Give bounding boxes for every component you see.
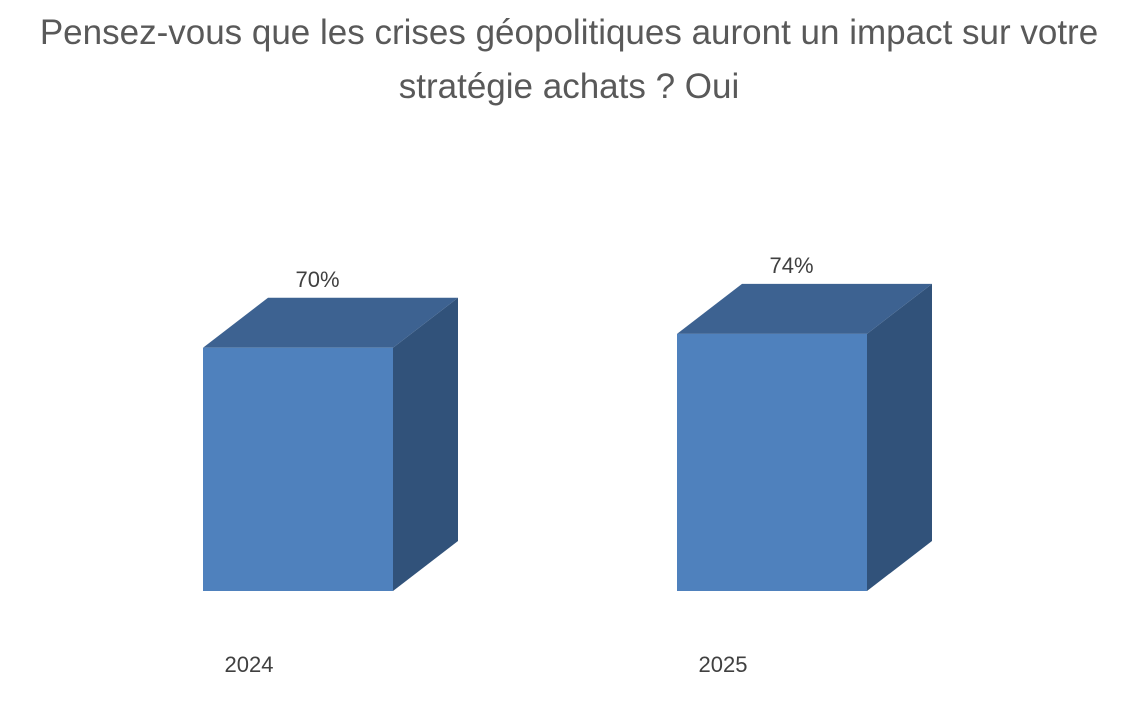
chart-title: Pensez-vous que les crises géopolitiques… (39, 13, 1099, 106)
category-label-2024: 2024 (225, 652, 274, 677)
bar-side-2025 (867, 283, 932, 591)
bar-top-2024 (203, 297, 458, 348)
bar-side-2024 (393, 297, 458, 591)
bar-2024 (203, 347, 393, 591)
bar-2025 (677, 333, 867, 591)
value-label-2024: 70% (295, 267, 339, 292)
category-label-2025: 2025 (699, 652, 748, 677)
value-label-2025: 74% (769, 253, 813, 278)
bar-top-2025 (677, 283, 932, 334)
